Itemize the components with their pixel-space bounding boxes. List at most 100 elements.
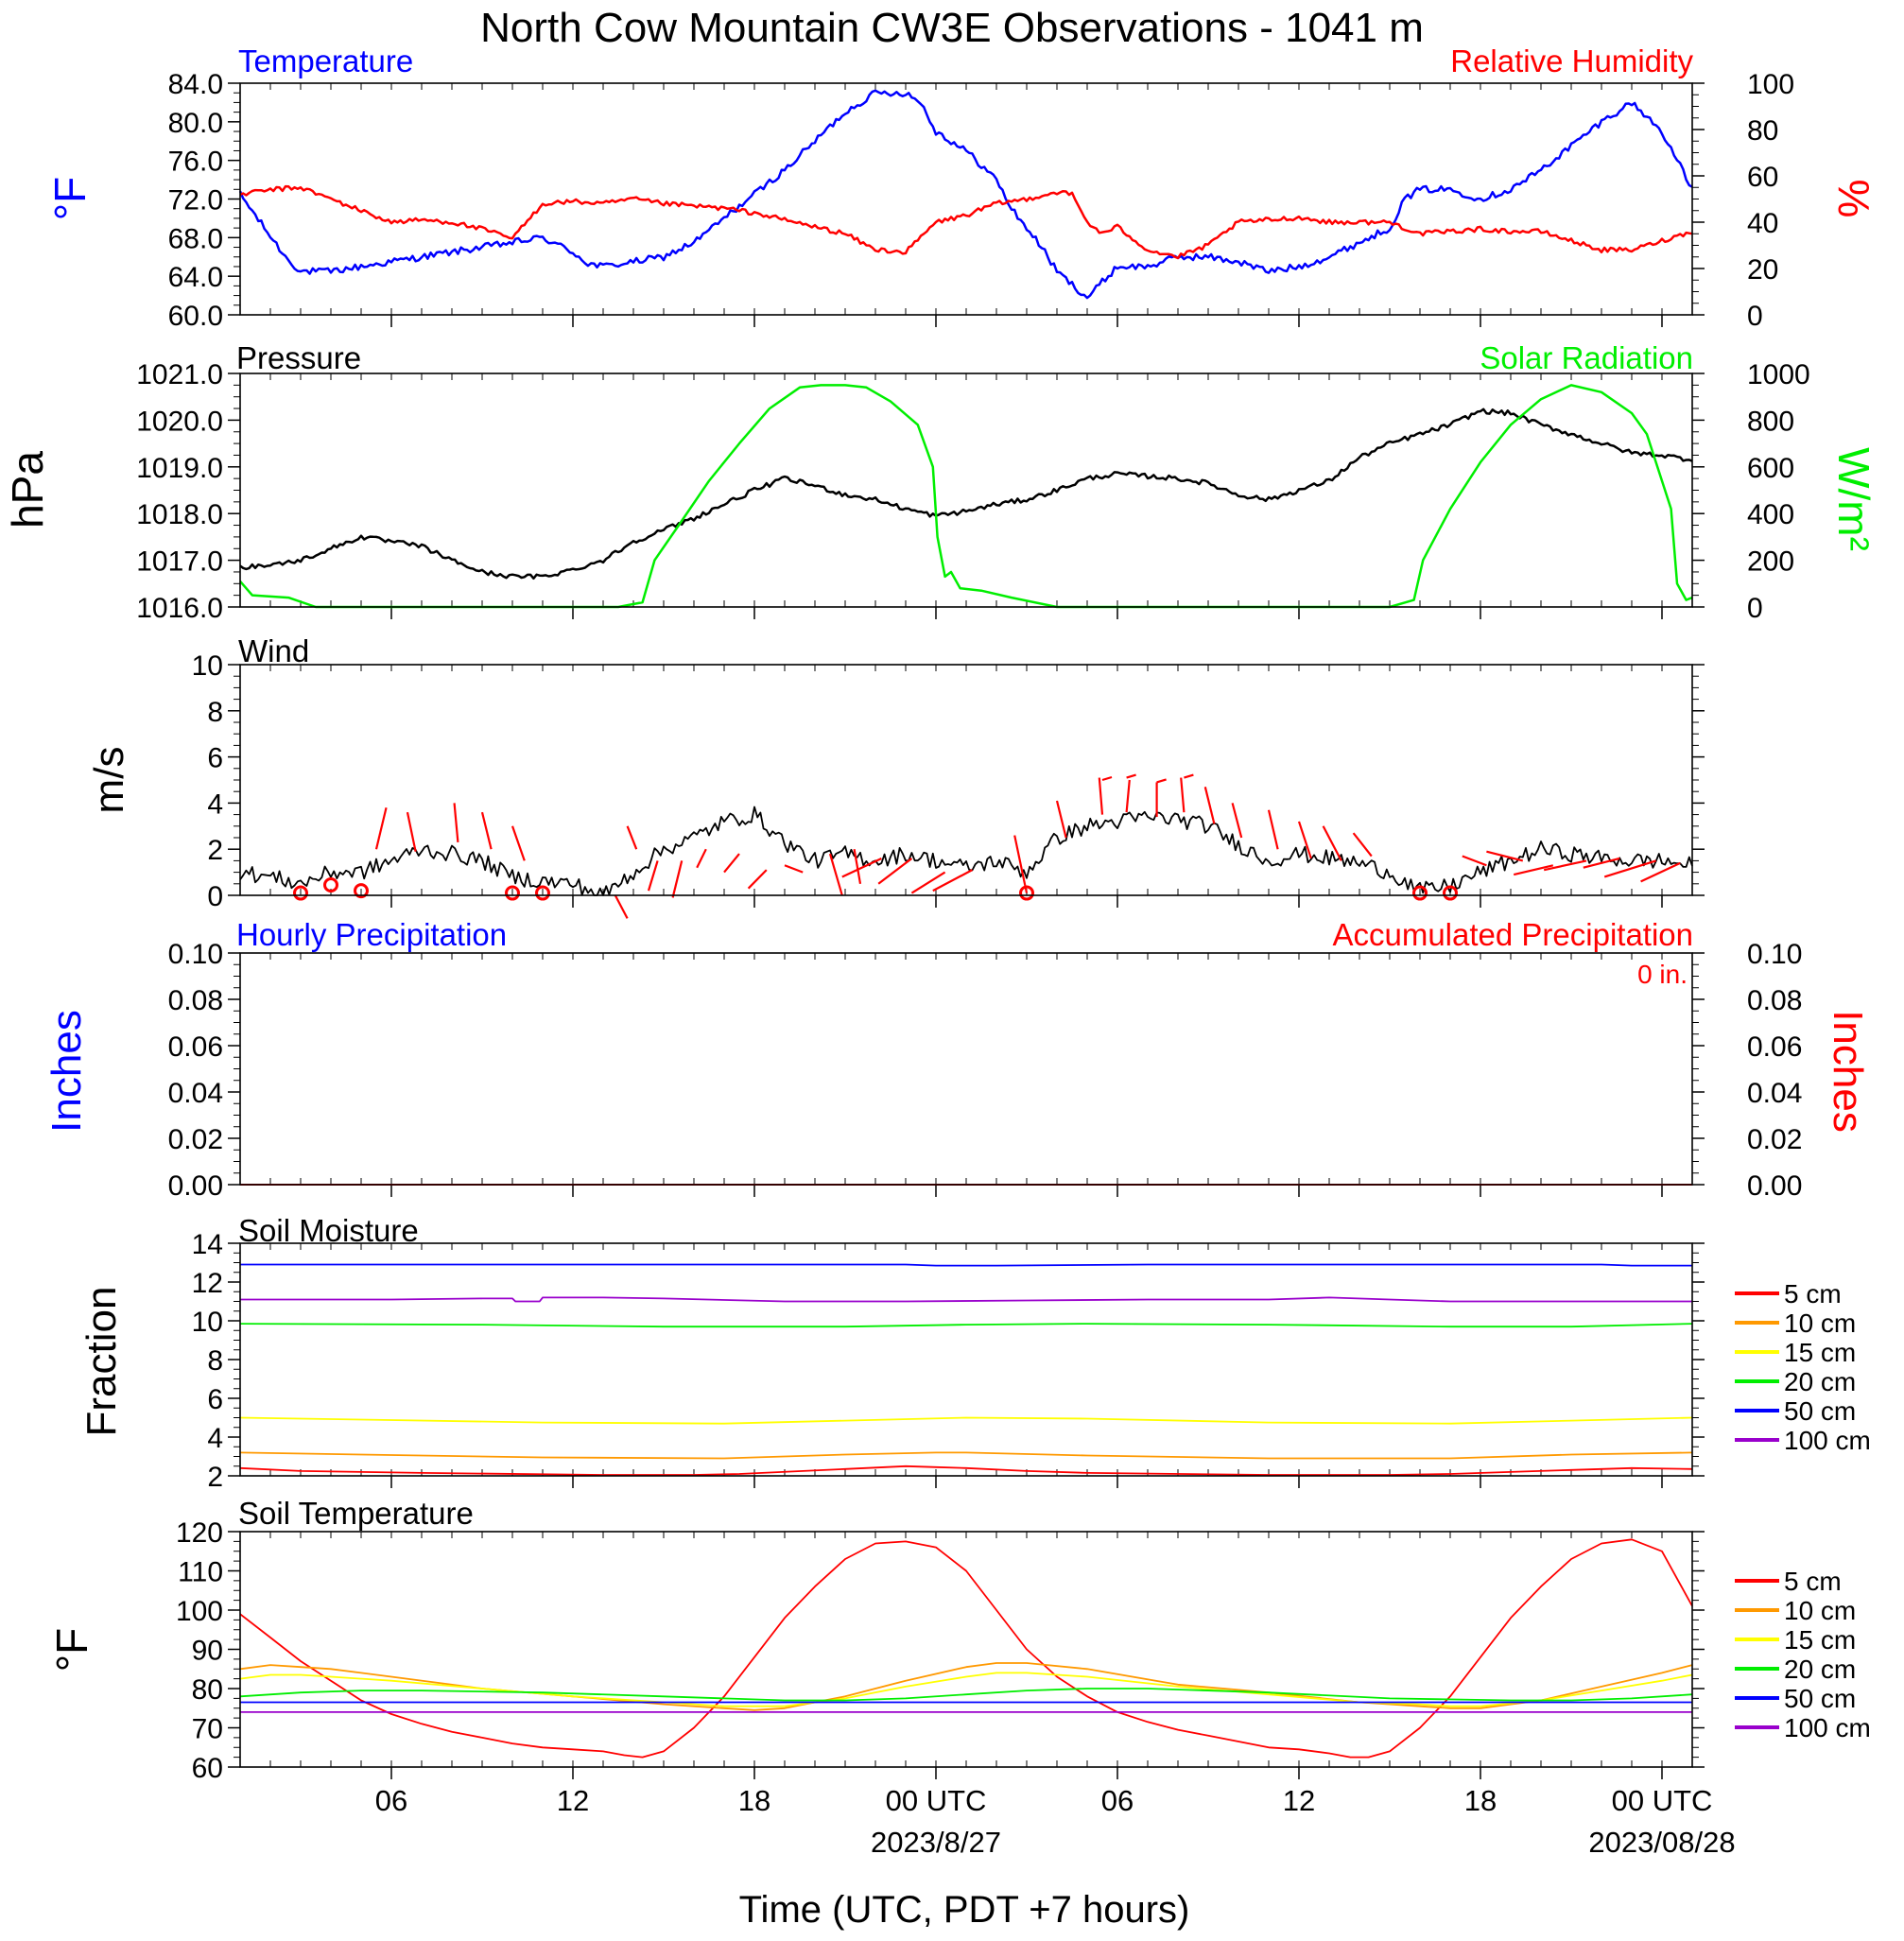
legend-label: 10 cm — [1784, 1308, 1856, 1338]
wind-barb — [1267, 809, 1279, 850]
pressure-unit-label: hPa — [3, 451, 52, 529]
legend-label: 20 cm — [1784, 1367, 1856, 1396]
calm-wind-circle — [293, 885, 308, 901]
y-tick-label-right: 0.00 — [1747, 1170, 1802, 1202]
wind-barb-flag — [1101, 775, 1113, 782]
y-tick-label-right: 600 — [1747, 453, 1794, 484]
y-tick-label-right: 0.08 — [1747, 985, 1802, 1016]
soil-moisture-title: Soil Moisture — [238, 1213, 419, 1248]
soil-temperature-title: Soil Temperature — [238, 1496, 474, 1531]
y-tick-label-left: 120 — [176, 1517, 223, 1549]
legend-label: 10 cm — [1784, 1596, 1856, 1625]
wind-barb — [374, 807, 388, 850]
panel-precipitation: 0.00 0.02 0.04 0.06 0.08 0.10 0.00 0.02 0.04 0.06… — [43, 917, 1871, 1202]
wind-barb — [910, 871, 946, 894]
wind-title: Wind — [238, 633, 309, 668]
legend-label: 50 cm — [1784, 1396, 1856, 1426]
wind-barb — [1297, 821, 1312, 859]
y-tick-label-right: 200 — [1747, 546, 1794, 578]
time-tick-label: 18 — [738, 1784, 770, 1817]
y-tick-label-left: 6 — [207, 743, 223, 774]
pressure-solar-plot: 1016.0 1017.0 1018.0 1019.0 1020.0 1021.0 0 200… — [136, 359, 1810, 624]
y-tick-label-left: 1021.0 — [136, 359, 223, 390]
wind-barb — [723, 853, 740, 874]
panel-frame — [239, 373, 1693, 608]
wind-barb — [877, 858, 913, 885]
y-tick-label-right: 60 — [1747, 162, 1778, 193]
wind-barb — [828, 853, 843, 896]
legend-label: 5 cm — [1784, 1567, 1842, 1596]
calm-wind-circle — [535, 885, 550, 901]
panel-temperature-humidity: 60.0 64.0 68.0 72.0 76.0 80.0 84.0 0 20 40 60 80 100… — [45, 43, 1878, 332]
temperature-title: Temperature — [238, 43, 413, 78]
wind-barb — [480, 811, 493, 850]
series-line-5 — [240, 1296, 1692, 1303]
accum-precip-title: Accumulated Precipitation — [1332, 917, 1693, 952]
wind-barb — [1486, 850, 1524, 862]
y-tick-label-left: 2 — [207, 835, 223, 866]
calm-wind-circle — [1412, 885, 1428, 901]
series-line-1 — [239, 384, 1693, 609]
y-tick-label-left: 14 — [192, 1229, 223, 1260]
wind-barb-flag — [1126, 773, 1136, 779]
wind-barb — [1231, 803, 1243, 839]
y-tick-label-left: 84.0 — [168, 69, 223, 100]
y-tick-label-left: 60 — [192, 1753, 223, 1784]
temperature-unit-label: °F — [45, 177, 95, 221]
wind-barb — [1013, 835, 1029, 893]
y-tick-label-left: 64.0 — [168, 262, 223, 293]
wind-barb — [1513, 864, 1554, 876]
series-line-0 — [239, 1464, 1693, 1476]
legend-label: 5 cm — [1784, 1279, 1842, 1308]
y-tick-label-right: 400 — [1747, 499, 1794, 530]
y-tick-label-left: 4 — [207, 1423, 223, 1454]
wind-unit-label: m/s — [86, 747, 132, 814]
pressure-title: Pressure — [236, 340, 361, 375]
wind-barb — [932, 869, 973, 893]
y-tick-label-left: 80.0 — [168, 108, 223, 139]
series-line-1 — [239, 184, 1693, 260]
wind-barb — [841, 857, 882, 878]
wind-barb — [511, 825, 526, 861]
panel-wind: 0 2 4 6 8 10 Wind m/s — [86, 633, 1705, 919]
calm-wind-circle — [354, 883, 369, 899]
wind-barb — [1098, 777, 1104, 815]
panel-frame — [239, 82, 1693, 316]
y-tick-label-left: 12 — [192, 1268, 223, 1299]
y-tick-label-left: 2 — [207, 1462, 223, 1493]
series-line-2 — [239, 1416, 1693, 1425]
wind-barb — [1055, 800, 1067, 839]
y-tick-label-left: 100 — [176, 1596, 223, 1627]
y-tick-label-left: 70 — [192, 1714, 223, 1745]
date-label: 2023/8/27 — [871, 1826, 1001, 1859]
y-tick-label-left: 0.02 — [168, 1124, 223, 1155]
y-tick-label-left: 110 — [178, 1557, 223, 1588]
soil-moisture-unit-label: Fraction — [78, 1287, 125, 1437]
y-tick-label-right: 1000 — [1747, 359, 1810, 390]
y-tick-label-left: 10 — [192, 1307, 223, 1338]
wind-barb — [853, 849, 862, 884]
wind-barb-flag — [1184, 773, 1194, 779]
wind-barb — [1352, 832, 1373, 858]
calm-wind-circle — [1019, 885, 1034, 901]
time-axis-labels: 06 12 18 00 UTC 06 12 18 00 UTC 2023/8/27 2023/08… — [375, 1784, 1736, 1859]
time-tick-label: 18 — [1464, 1784, 1497, 1817]
solar-unit-label: W/m² — [1829, 447, 1878, 551]
wind-barb — [784, 864, 804, 874]
wind-barb — [1322, 825, 1342, 861]
series-line-1 — [239, 1662, 1693, 1711]
y-tick-label-left: 68.0 — [168, 223, 223, 254]
calm-wind-circle — [1443, 885, 1458, 901]
y-tick-label-right: 0 — [1747, 593, 1763, 624]
y-tick-label-left: 1019.0 — [136, 453, 223, 484]
series-line-1 — [239, 1451, 1693, 1460]
y-tick-label-left: 4 — [207, 789, 223, 820]
time-tick-label: 00 UTC — [1612, 1784, 1713, 1817]
legend-label: 20 cm — [1784, 1655, 1856, 1684]
y-tick-label-right: 0.02 — [1747, 1124, 1802, 1155]
temperature-humidity-plot: 60.0 64.0 68.0 72.0 76.0 80.0 84.0 0 20 40 60 80 100 — [168, 69, 1794, 332]
y-tick-label-right: 0.04 — [1747, 1078, 1802, 1109]
